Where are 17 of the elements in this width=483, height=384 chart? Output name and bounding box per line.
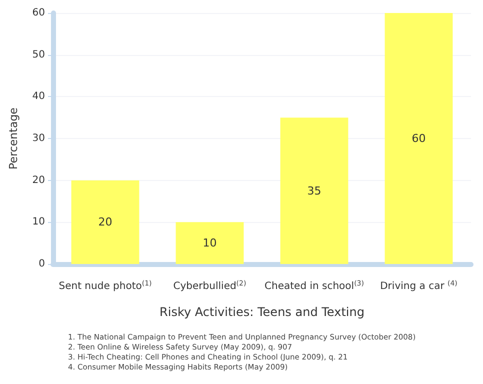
y-tick-label: 50 <box>32 49 45 60</box>
bar <box>384 13 453 264</box>
data-label: 20 <box>98 216 112 229</box>
y-axis-title: Percentage <box>7 107 20 170</box>
y-tick-label: 30 <box>32 133 45 144</box>
data-label: 60 <box>412 132 426 145</box>
y-tick-label: 20 <box>32 174 45 186</box>
data-label: 10 <box>202 236 217 250</box>
bar <box>280 118 348 264</box>
y-tick-label: 0 <box>38 258 45 270</box>
bar <box>71 180 140 264</box>
bar <box>176 222 244 264</box>
data-label: 35 <box>307 184 322 198</box>
x-axis-title: Risky Activities: Teens and Texting <box>160 305 364 319</box>
y-tick-label: 10 <box>32 216 45 228</box>
y-tick-label: 60 <box>32 8 45 18</box>
y-tick-label: 40 <box>32 91 45 102</box>
